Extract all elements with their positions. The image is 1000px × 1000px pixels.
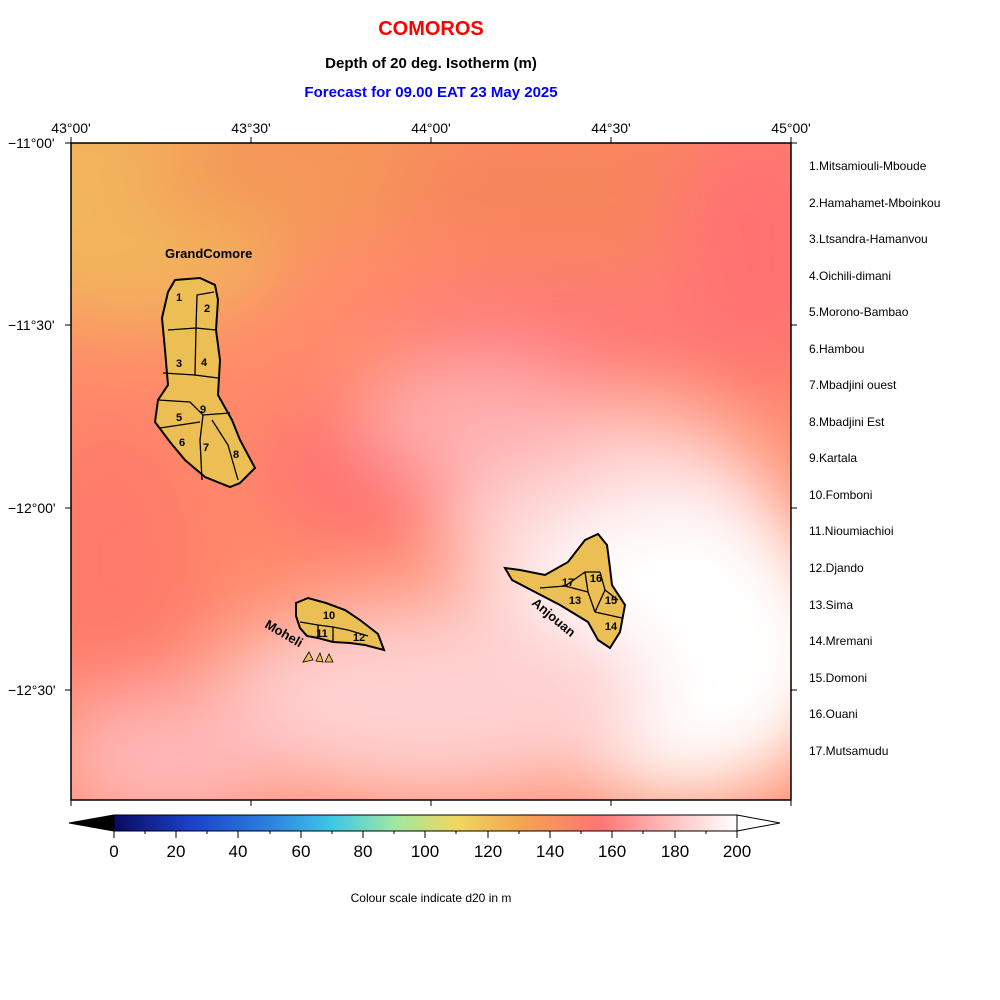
district-number-11: 11 [316, 628, 328, 640]
district-number-10: 10 [323, 610, 335, 622]
colorbar-tick-label: 200 [722, 842, 752, 861]
axis-ticks [65, 137, 797, 806]
legend-item: 17.Mutsamudu [809, 744, 889, 758]
colorbar-high-arrow [736, 814, 781, 832]
colorbar-tick-label: 180 [660, 842, 690, 861]
legend-item: 12.Djando [809, 561, 864, 575]
colorbar-tick-label: 160 [597, 842, 627, 861]
legend-item: 3.Ltsandra-Hamanvou [809, 232, 928, 246]
legend-item: 10.Fomboni [809, 488, 873, 502]
colorbar-tick-label: 80 [353, 842, 373, 861]
lon-tick-label: 44°00' [411, 120, 451, 136]
district-numbers: 1 2 3 4 5 6 7 8 9 10 11 12 13 14 15 16 1… [176, 292, 618, 644]
colorbar-tick-label: 0 [109, 842, 119, 861]
legend-item: 8.Mbadjini Est [809, 415, 885, 429]
grand-comore-island [153, 276, 257, 489]
district-number-2: 2 [204, 303, 210, 315]
legend-item: 16.Ouani [809, 707, 858, 721]
district-number-14: 14 [605, 621, 618, 633]
lon-tick-label: 43°00' [51, 120, 91, 136]
district-number-3: 3 [176, 358, 182, 370]
legend-item: 6.Hambou [809, 342, 865, 356]
legend-item: 9.Kartala [809, 451, 858, 465]
district-number-7: 7 [203, 442, 209, 454]
colorbar-tick-label: 40 [228, 842, 248, 861]
district-number-16: 16 [590, 573, 602, 585]
map-subtitle: Depth of 20 deg. Isotherm (m) [325, 55, 537, 72]
district-number-4: 4 [201, 357, 208, 369]
lat-tick-label: −12°30' [8, 682, 56, 698]
legend-item: 14.Mremani [809, 634, 873, 648]
colorbar-low-arrow [68, 814, 115, 832]
lon-tick-label: 43°30' [231, 120, 271, 136]
district-number-1: 1 [176, 292, 182, 304]
island-label-grand-comore: GrandComore [165, 246, 252, 261]
district-number-8: 8 [233, 449, 239, 461]
colorbar-tick-label: 20 [166, 842, 186, 861]
legend-item: 7.Mbadjini ouest [809, 378, 897, 392]
legend-item: 11.Nioumiachioi [809, 524, 894, 538]
colorbar-tick-label: 60 [291, 842, 311, 861]
lon-tick-label: 45°00' [771, 120, 811, 136]
district-number-6: 6 [179, 437, 185, 449]
legend-item: 13.Sima [809, 598, 854, 612]
legend-item: 1.Mitsamiouli-Mboude [809, 159, 927, 173]
colorbar-caption: Colour scale indicate d20 in m [350, 891, 512, 905]
colorbar-ticks [113, 831, 738, 838]
district-number-5: 5 [176, 412, 182, 424]
district-number-12: 12 [353, 632, 365, 644]
district-number-15: 15 [605, 595, 617, 607]
map-title: COMOROS [378, 18, 484, 40]
colorbar-tick-label: 100 [410, 842, 440, 861]
legend-item: 15.Domoni [809, 671, 868, 685]
legend-item: 5.Morono-Bambao [809, 305, 909, 319]
colorbar-tick-label: 120 [473, 842, 503, 861]
district-number-9: 9 [200, 404, 206, 416]
legend-item: 4.Oichili-dimani [809, 269, 892, 283]
anjouan-island [503, 532, 627, 650]
legend-item: 2.Hamahamet-Mboinkou [809, 196, 941, 210]
forecast-time: Forecast for 09.00 EAT 23 May 2025 [304, 84, 558, 101]
colorbar-tick-label: 140 [535, 842, 565, 861]
lat-tick-label: −11°30' [8, 317, 55, 333]
district-number-17: 17 [562, 577, 574, 589]
colorbar-gradient [113, 814, 738, 832]
lat-tick-label: −11°00' [8, 135, 55, 151]
lat-tick-label: −12°00' [8, 500, 56, 516]
d20-field [71, 143, 791, 800]
moheli-island [295, 596, 386, 663]
district-number-13: 13 [569, 595, 581, 607]
lon-tick-label: 44°30' [591, 120, 631, 136]
colorbar [68, 814, 781, 838]
